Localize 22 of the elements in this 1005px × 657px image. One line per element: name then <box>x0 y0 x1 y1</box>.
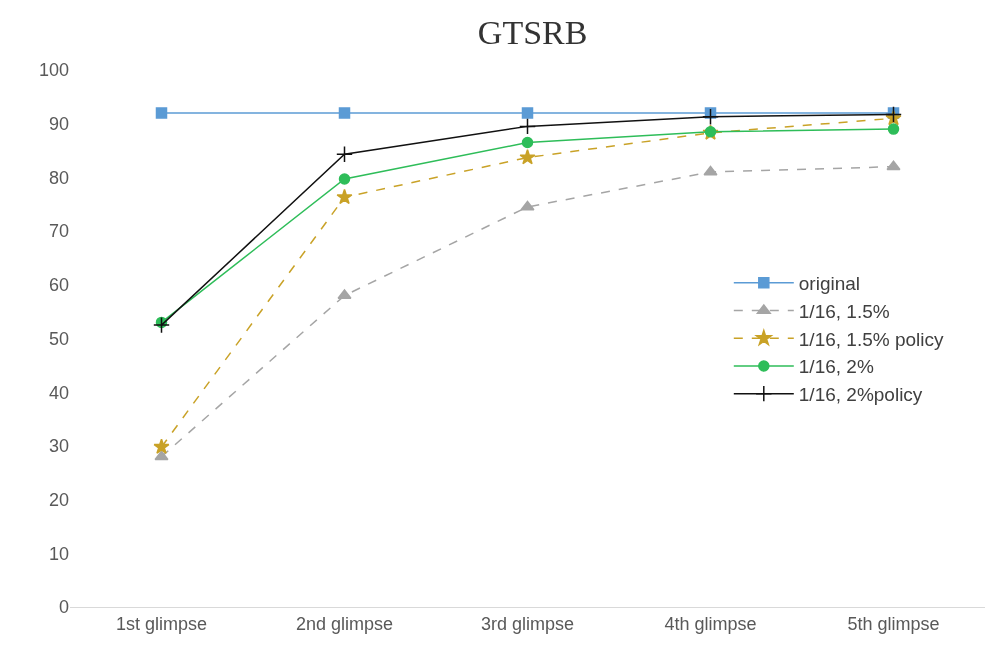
y-tick-label: 70 <box>48 221 69 242</box>
y-tick-label: 60 <box>48 275 69 296</box>
legend-label: 1/16, 2% <box>798 356 874 378</box>
x-tick-label: 5th glimpse <box>847 613 940 634</box>
y-tick-label: 40 <box>48 382 69 403</box>
y-tick-label: 100 <box>38 60 69 81</box>
y-tick-label: 10 <box>48 543 69 564</box>
y-tick-label: 80 <box>48 167 69 188</box>
legend-label: original <box>798 273 861 295</box>
y-tick-label: 30 <box>48 436 69 457</box>
chart-title: GTSRB <box>477 13 588 51</box>
x-tick-label: 4th glimpse <box>664 613 757 634</box>
x-tick-label: 1st glimpse <box>115 613 208 634</box>
legend-label: 1/16, 1.5% policy <box>798 328 944 350</box>
x-tick-label: 3rd glimpse <box>480 613 575 634</box>
y-tick-label: 50 <box>48 328 69 349</box>
y-tick-label: 0 <box>58 597 69 618</box>
legend-label: 1/16, 1.5% <box>798 300 890 322</box>
legend-label: 1/16, 2%policy <box>798 384 923 406</box>
x-tick-label: 2nd glimpse <box>295 613 394 634</box>
y-tick-label: 20 <box>48 489 69 510</box>
y-tick-label: 90 <box>48 114 69 134</box>
